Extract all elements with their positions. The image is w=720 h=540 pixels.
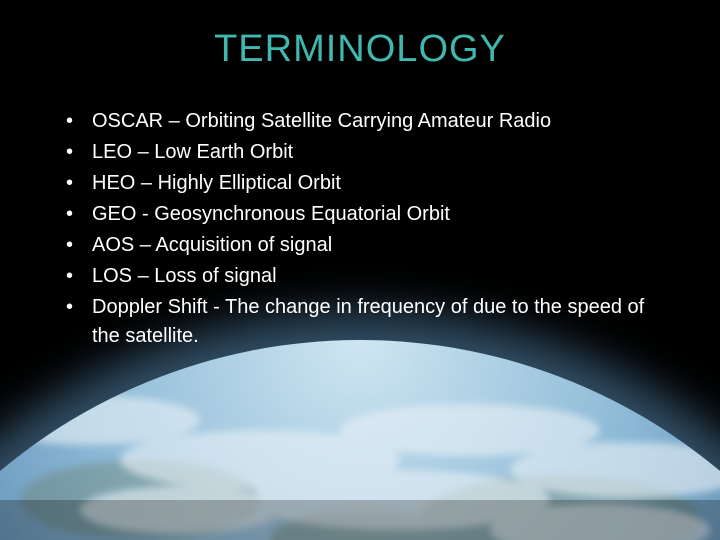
bullet-item: AOS – Acquisition of signal [66, 231, 672, 260]
bullet-item: Doppler Shift - The change in frequency … [66, 293, 672, 351]
bullet-item: LOS – Loss of signal [66, 262, 672, 291]
slide: TERMINOLOGY OSCAR – Orbiting Satellite C… [0, 0, 720, 540]
bullet-item: LEO – Low Earth Orbit [66, 138, 672, 167]
bullet-item: GEO - Geosynchronous Equatorial Orbit [66, 200, 672, 229]
slide-title: TERMINOLOGY [48, 28, 672, 71]
bullet-list: OSCAR – Orbiting Satellite Carrying Amat… [48, 107, 672, 351]
bullet-item: OSCAR – Orbiting Satellite Carrying Amat… [66, 107, 672, 136]
bullet-item: HEO – Highly Elliptical Orbit [66, 169, 672, 198]
